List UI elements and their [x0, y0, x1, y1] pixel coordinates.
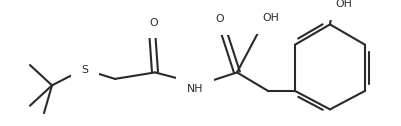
Text: OH: OH [336, 0, 352, 9]
Text: O: O [150, 18, 158, 28]
Text: OH: OH [263, 13, 279, 23]
Text: NH: NH [187, 84, 203, 94]
Text: S: S [81, 65, 89, 75]
Text: O: O [216, 14, 224, 24]
